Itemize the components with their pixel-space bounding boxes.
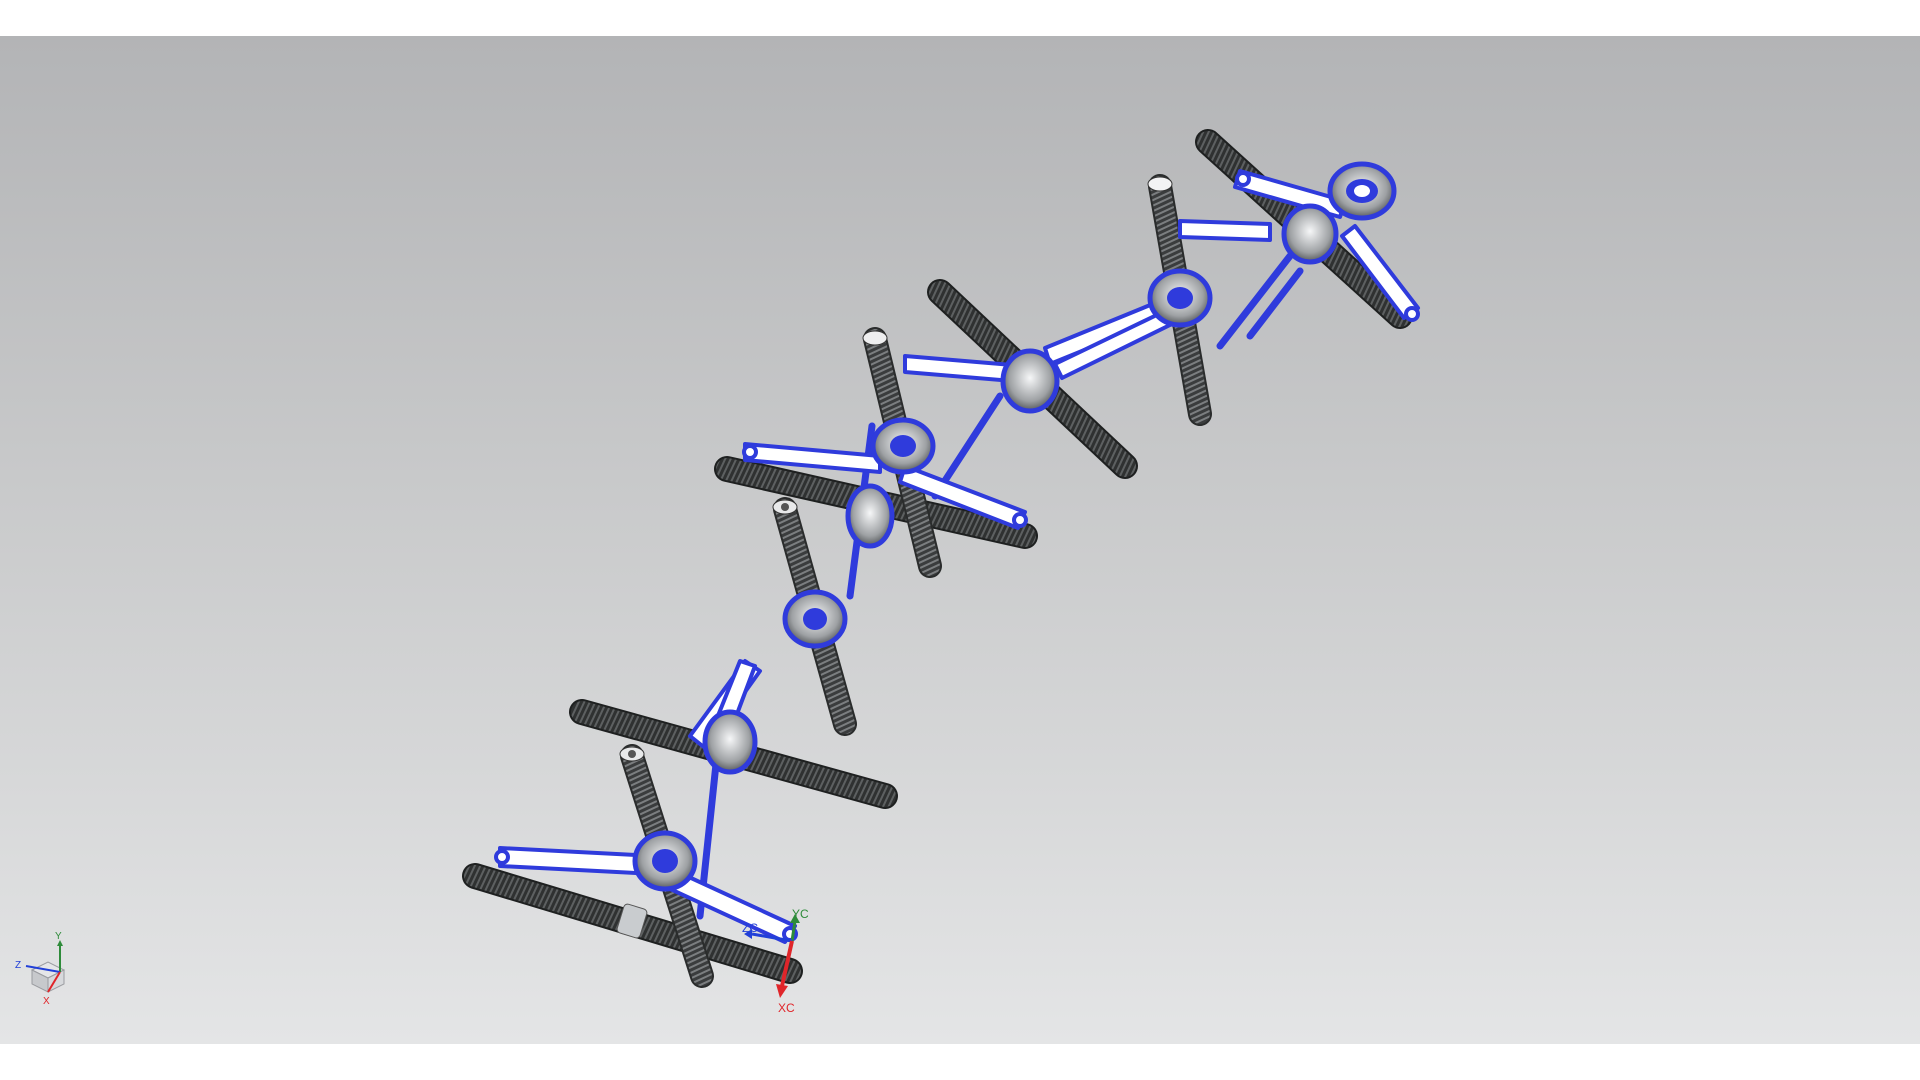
bearing-1 xyxy=(632,830,698,892)
graphics-viewport[interactable]: YC ZC XC Y Z X xyxy=(0,36,1920,1044)
bearing-6 xyxy=(1000,348,1060,414)
bearing-9 xyxy=(1327,161,1397,221)
link-arms[interactable] xyxy=(494,169,1420,944)
bearing-5 xyxy=(870,417,936,475)
work-csys[interactable]: YC ZC XC xyxy=(742,907,809,1015)
bearing-7 xyxy=(1147,268,1213,328)
bearing-3 xyxy=(782,589,848,649)
screw-rod-1[interactable] xyxy=(462,863,803,984)
bearings[interactable] xyxy=(632,161,1397,892)
triad-y-label: Y xyxy=(55,931,62,942)
bearing-2 xyxy=(702,709,758,775)
triad-z-label: Z xyxy=(15,960,21,971)
assembly-model[interactable]: YC ZC XC xyxy=(0,36,1920,1044)
bearing-8 xyxy=(1281,203,1339,265)
triad-x-label: X xyxy=(43,996,50,1007)
csys-yc-label: YC xyxy=(792,907,809,921)
csys-xc-label: XC xyxy=(778,1001,795,1015)
view-triad[interactable]: Y Z X xyxy=(10,930,80,1010)
bearing-4 xyxy=(845,483,895,549)
csys-zc-label: ZC xyxy=(742,921,758,935)
